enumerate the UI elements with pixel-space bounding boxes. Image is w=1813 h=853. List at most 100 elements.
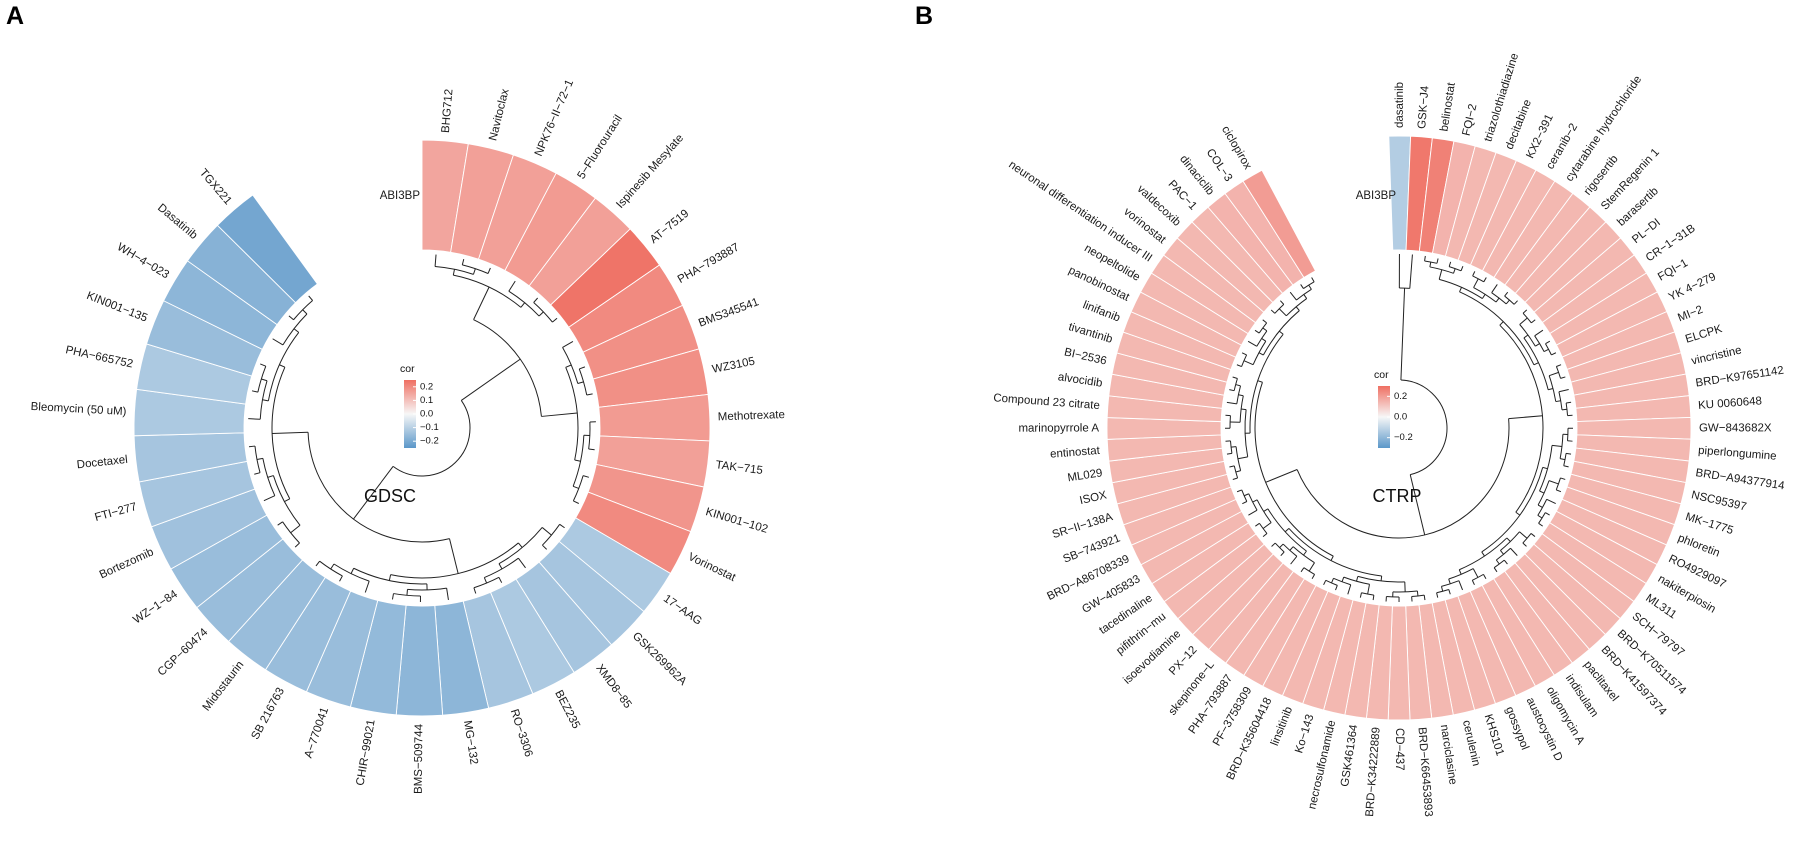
dendrogram-branch	[1438, 269, 1443, 280]
heatmap-cell	[216, 194, 319, 304]
dendrogram-ctrp	[1224, 253, 1574, 603]
drug-label: Bleomycin (50 uM)	[30, 401, 127, 418]
dendrogram-branch	[294, 542, 300, 548]
dendrogram-branch	[1522, 309, 1528, 314]
legend-tick-label: 0.1	[420, 395, 433, 406]
drug-label: BMS345541	[697, 296, 760, 329]
dendrogram-branch	[461, 258, 465, 266]
drug-label: BEZ235	[552, 688, 582, 730]
drug-label: Ko−143	[1293, 713, 1316, 755]
dendrogram-branch	[1504, 291, 1509, 297]
dendrogram-arc	[1555, 477, 1561, 491]
dendrogram-arc	[1256, 499, 1272, 523]
dendrogram-branch	[1359, 592, 1362, 598]
dendrogram-branch	[1448, 589, 1451, 595]
drug-label: GSK461364	[1339, 723, 1360, 787]
drug-label: RO−3306	[508, 708, 535, 759]
dendrogram-branch	[1533, 362, 1539, 366]
dendrogram-branch	[508, 280, 516, 292]
drug-label: Docetaxel	[76, 454, 128, 471]
dendrogram-branch	[277, 521, 283, 526]
dendrogram-branch	[1226, 401, 1237, 405]
dendrogram-branch	[272, 338, 284, 346]
dendrogram-arc	[393, 593, 421, 597]
panel-a: A BHG712 Navitoclax NPK76−II−72−1 5−Fluorou…	[6, 2, 785, 794]
drug-label: Midostaurin	[201, 659, 247, 713]
dendrogram-branch	[1257, 380, 1263, 383]
dendrogram-arc	[1563, 453, 1567, 466]
dendrogram-branch	[473, 286, 490, 320]
dendrogram-branch	[1270, 309, 1276, 314]
legend-tick-label: 0.0	[420, 409, 433, 420]
drug-label: ML029	[1067, 467, 1104, 484]
dendrogram-arc	[1449, 266, 1462, 272]
dendrogram-branch	[1235, 384, 1241, 387]
dendrogram-branch	[261, 378, 268, 382]
drug-label: WZ−1−84	[131, 588, 180, 626]
dendrogram-arc	[1296, 418, 1510, 539]
dendrogram-branch	[1560, 458, 1566, 461]
dendrogram-branch	[391, 593, 394, 600]
drug-label: FQI−1	[1656, 257, 1690, 283]
dendrogram-branch	[1308, 284, 1312, 290]
dendrogram-branch	[308, 295, 313, 301]
dendrogram-branch	[1556, 364, 1562, 367]
dendrogram-branch	[577, 381, 584, 384]
drug-label: ISOX	[1078, 489, 1108, 507]
drug-label: alvocidib	[1057, 371, 1103, 389]
drug-label: COL−3	[1204, 147, 1235, 184]
drug-label: tivantinib	[1067, 321, 1114, 346]
dendrogram-branch	[254, 472, 261, 475]
dendrogram-branch	[1429, 261, 1432, 268]
drug-label: XMD8−85	[593, 662, 633, 711]
dendrogram-arc	[1548, 375, 1557, 402]
dendrogram-arc	[1236, 385, 1241, 404]
dendrogram-branch	[541, 527, 552, 536]
dendrogram-branch	[1506, 537, 1511, 542]
dendrogram-branch	[1493, 567, 1498, 573]
dendrogram-branch	[1295, 306, 1300, 311]
dendrogram-branch	[1453, 268, 1456, 274]
drug-label: Vorinostat	[686, 551, 738, 584]
dendrogram-branch	[1311, 574, 1316, 579]
drug-label: SB 216763	[250, 686, 288, 742]
dendrogram-branch	[1561, 408, 1568, 411]
dendrogram-branch	[248, 418, 261, 420]
panel-letter-b: B	[915, 2, 933, 30]
dendrogram-branch	[473, 587, 477, 594]
drug-label: entinostat	[1050, 445, 1101, 461]
dendrogram-branch	[1499, 321, 1504, 326]
dendrogram-branch	[498, 563, 503, 570]
drug-label: MI−2	[1676, 304, 1704, 325]
dendrogram-branch	[434, 254, 437, 267]
dendrogram-branch	[520, 302, 526, 308]
color-legend-gdsc: cor 0.2 0.1 0.0 −0.1 −0.2	[400, 363, 439, 448]
drug-label: linsitinib	[1269, 705, 1295, 747]
dendrogram-branch	[1495, 297, 1500, 303]
dendrogram-arc	[262, 458, 276, 496]
dendrogram-branch	[1409, 254, 1413, 289]
dendrogram-branch	[272, 431, 309, 435]
dendrogram-branch	[350, 568, 355, 574]
dendrogram-arc	[1274, 304, 1285, 314]
dendrogram-branch	[452, 269, 455, 276]
dendrogram-branch	[1423, 595, 1426, 601]
dendrogram-branch	[1247, 340, 1258, 347]
drug-label: ELCPK	[1684, 323, 1724, 346]
dendrogram-branch	[1545, 340, 1551, 345]
dendrogram-branch	[1542, 466, 1548, 470]
drug-label: NPK76−II−72−1	[533, 78, 576, 158]
dendrogram-branch	[315, 560, 321, 567]
drug-label: marinopyrrole A	[1018, 423, 1099, 435]
dendrogram-branch	[1255, 522, 1260, 527]
dendrogram-branch	[1279, 300, 1285, 305]
dendrogram-arc	[542, 524, 561, 546]
drug-label: GSK−J4	[1416, 85, 1431, 130]
dendrogram-branch	[1356, 576, 1359, 582]
dendrogram-branch	[406, 589, 408, 596]
column-label-gdsc: ABI3BP	[380, 190, 421, 202]
dendrogram-branch	[1289, 291, 1297, 301]
dendrogram-branch	[1262, 327, 1268, 332]
dendrogram-branch	[588, 448, 595, 451]
dendrogram-branch	[1236, 489, 1242, 493]
